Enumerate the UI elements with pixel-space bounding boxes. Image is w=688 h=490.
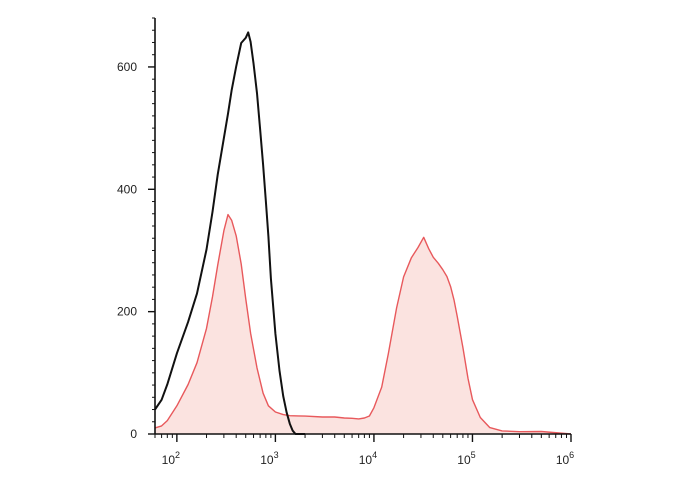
series-0-line: [154, 213, 572, 435]
x-tick-label: 104: [359, 450, 377, 467]
y-tick-label: 400: [117, 182, 137, 196]
y-tick-label: 200: [117, 305, 137, 319]
x-tick-label: 103: [260, 450, 278, 467]
x-tick-label: 106: [556, 450, 574, 467]
x-tick-label: 102: [162, 450, 180, 467]
y-tick-label: 0: [130, 427, 137, 441]
ticks-layer: 0 200 400 600 102 103 104 105 106: [117, 17, 574, 467]
series-0-area: [155, 214, 571, 434]
y-tick-label: 600: [117, 60, 137, 74]
series-layer: [154, 31, 572, 435]
x-tick-label: 105: [457, 450, 475, 467]
series-1-line: [154, 31, 306, 435]
